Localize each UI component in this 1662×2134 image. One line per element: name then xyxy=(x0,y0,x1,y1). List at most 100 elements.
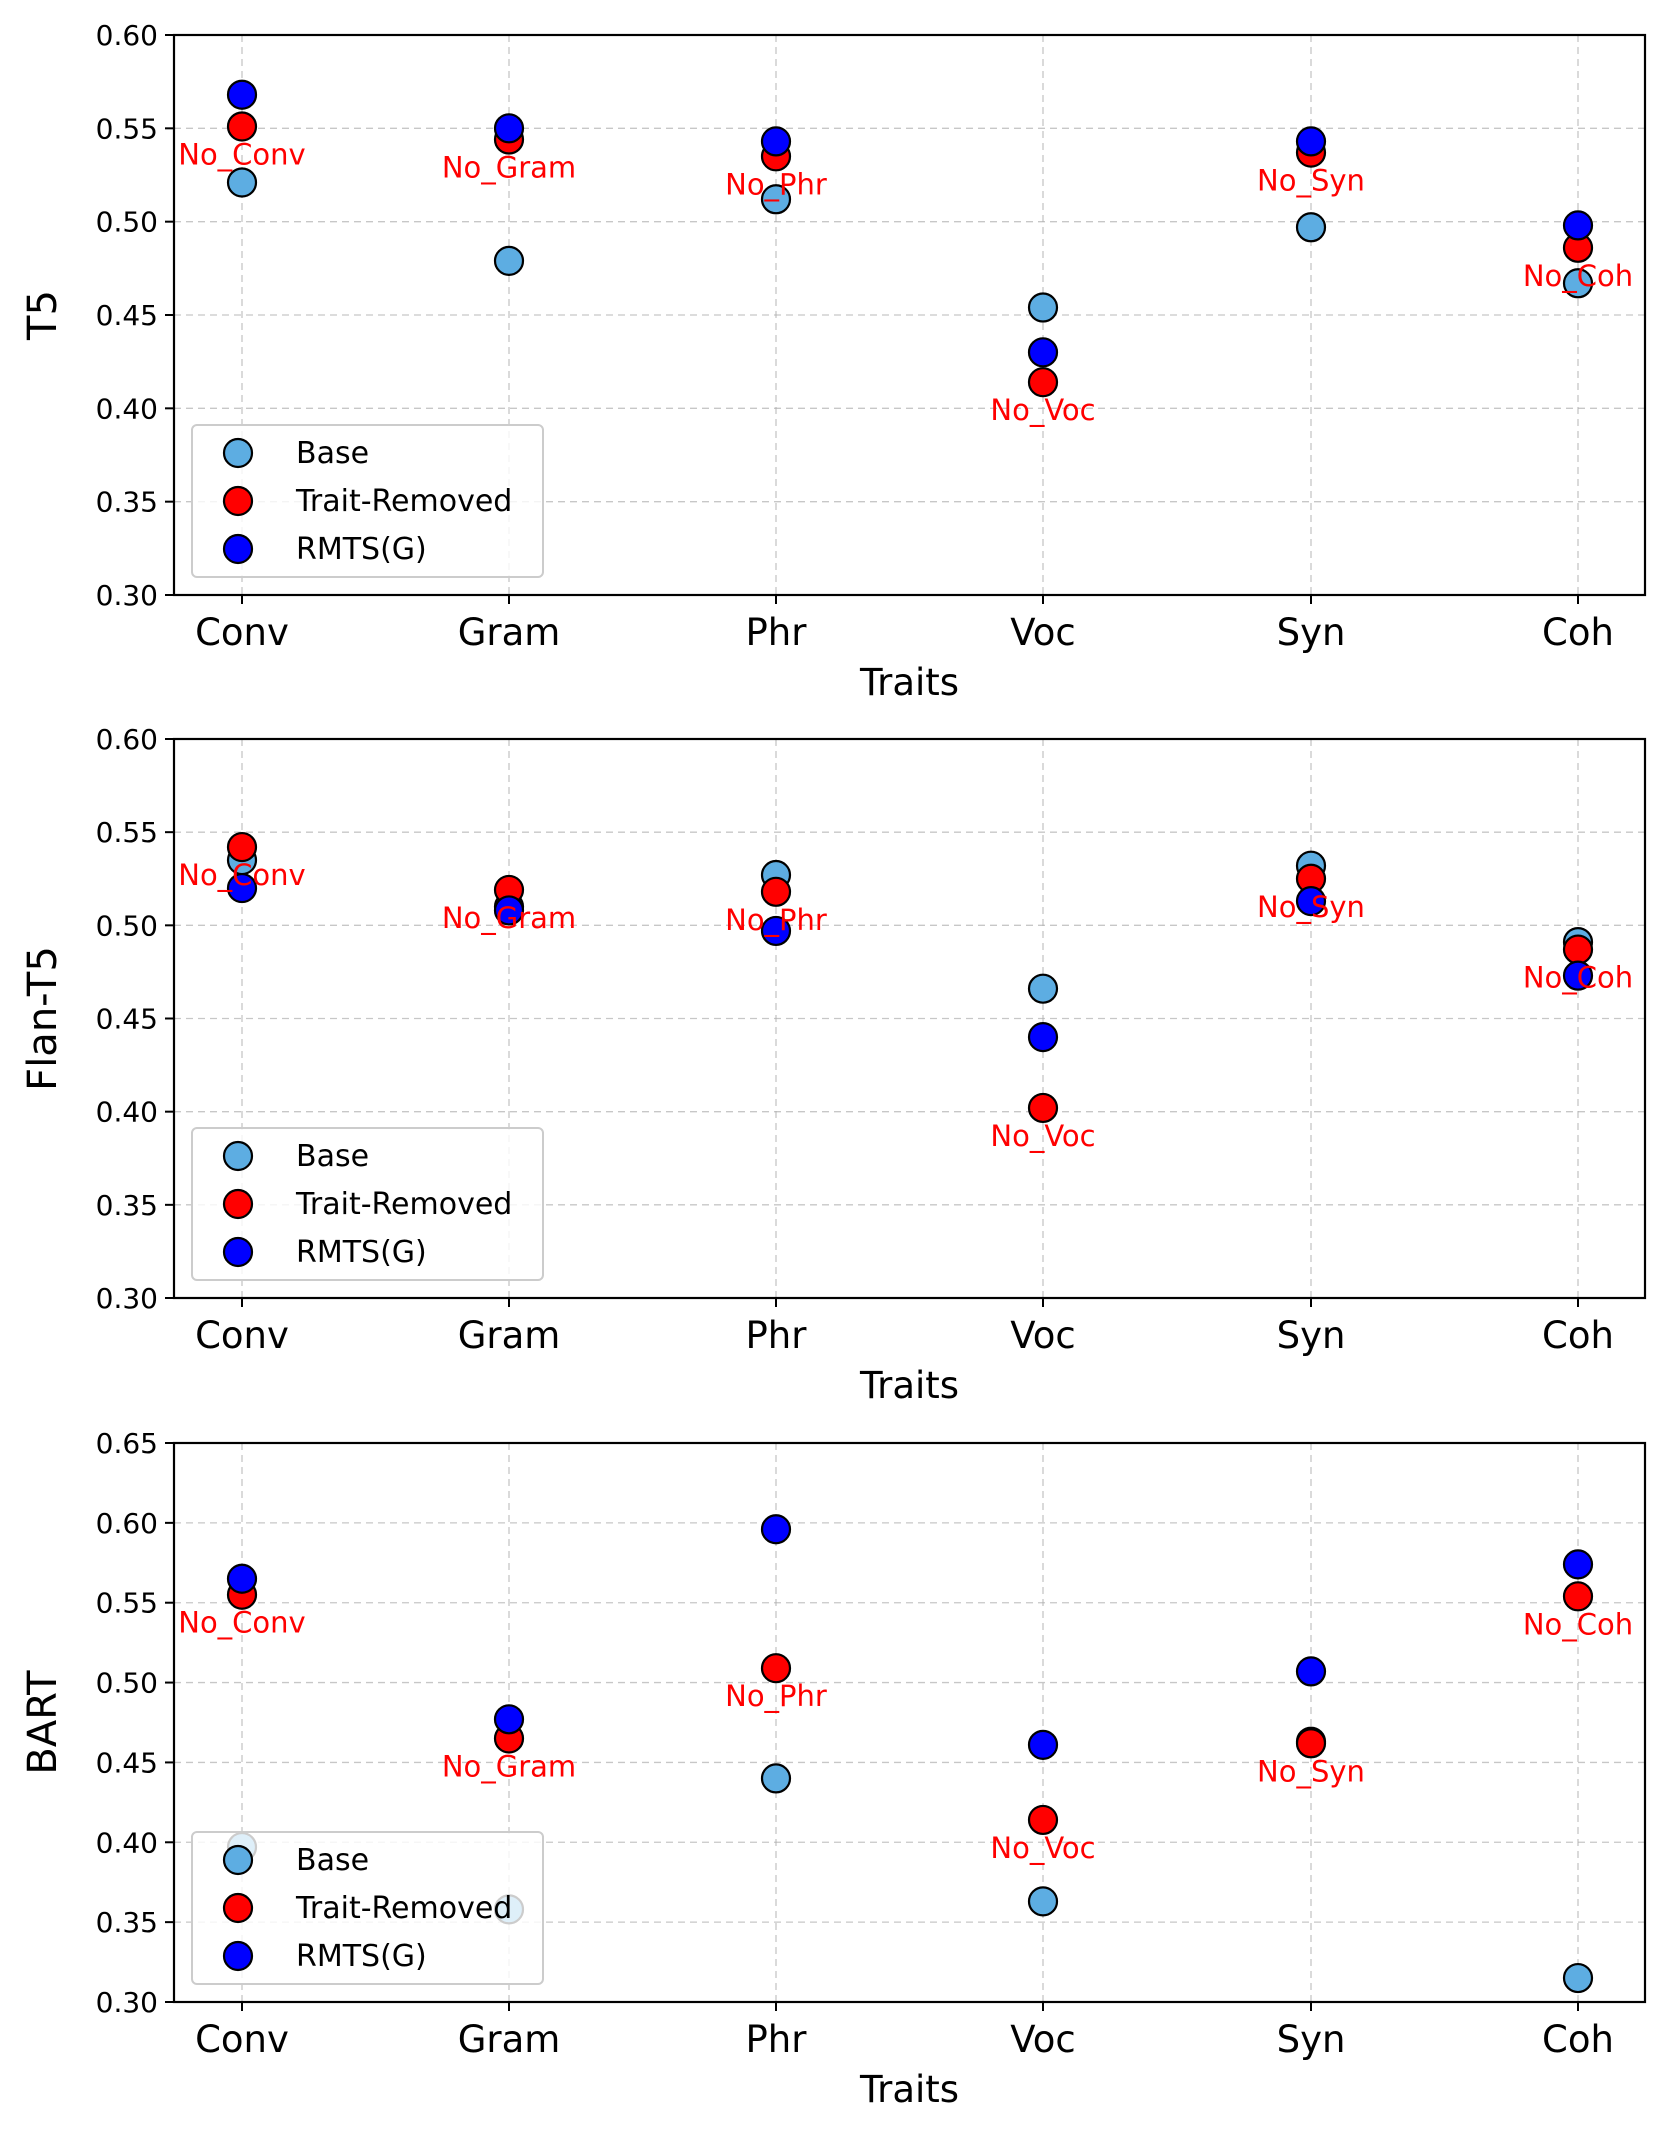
y-tick-label: 0.35 xyxy=(96,1906,158,1939)
annotation-label: No_Coh xyxy=(1523,961,1633,995)
marker-trait-removed-phr xyxy=(760,1653,792,1684)
y-tick-label: 0.45 xyxy=(96,1003,158,1036)
legend-label: RMTS(G) xyxy=(296,532,427,567)
legend-marker xyxy=(222,1188,254,1220)
x-tick-label: Phr xyxy=(746,611,808,654)
marker-base-voc xyxy=(1027,1886,1059,1917)
marker-trait-removed-voc xyxy=(1027,1804,1059,1836)
marker-rmts-g--syn xyxy=(1295,126,1327,157)
x-tick-label: Coh xyxy=(1542,611,1614,654)
plot-frame xyxy=(172,1441,1647,2004)
y-tick-label: 0.55 xyxy=(96,816,158,849)
annotation-label: No_Phr xyxy=(725,1679,827,1713)
x-axis-label: Traits xyxy=(859,2068,959,2111)
annotation-label: No_Syn xyxy=(1257,1754,1365,1788)
y-tick-label: 0.50 xyxy=(96,909,158,942)
y-axis-label: BART xyxy=(20,1670,66,1775)
marker-rmts-g--voc xyxy=(1027,337,1059,368)
marker-rmts-g--gram xyxy=(493,895,525,926)
annotation-label: No_Syn xyxy=(1257,164,1365,198)
annotation-label: No_Gram xyxy=(442,1749,576,1783)
x-tick-label: Coh xyxy=(1542,2018,1614,2061)
marker-trait-removed-voc xyxy=(1027,367,1059,398)
legend-marker xyxy=(222,437,254,469)
marker-base-voc xyxy=(1027,973,1059,1004)
x-tick-label: Syn xyxy=(1277,611,1346,654)
marker-rmts-g--phr xyxy=(760,915,792,947)
x-tick-label: Conv xyxy=(195,611,289,654)
annotation-label: No_Voc xyxy=(990,1119,1095,1153)
legend-label: Trait-Removed xyxy=(295,1891,512,1926)
legend-label: Trait-Removed xyxy=(295,484,512,519)
y-tick-label: 0.55 xyxy=(96,1587,158,1620)
marker-base-coh xyxy=(1562,1962,1594,1994)
marker-trait-removed-conv xyxy=(226,111,258,142)
x-axis-label: Traits xyxy=(859,661,959,704)
marker-base-conv xyxy=(226,167,258,198)
annotation-label: No_Coh xyxy=(1523,1607,1633,1641)
marker-rmts-g--phr xyxy=(760,1514,792,1545)
annotation-label: No_Conv xyxy=(178,858,305,892)
y-tick-label: 0.40 xyxy=(96,392,158,425)
x-tick-label: Phr xyxy=(746,1314,808,1357)
marker-base-voc xyxy=(1027,292,1059,323)
legend-box xyxy=(191,424,544,578)
marker-rmts-g--gram xyxy=(493,1704,525,1735)
chart-panel-3: No_Conv No_Gram No_Phr No_Voc No_Syn No_Coh 0.… xyxy=(20,1427,1647,2111)
marker-rmts-g--conv xyxy=(226,872,258,904)
legend-marker xyxy=(222,1140,254,1172)
y-axis-label: Flan-T5 xyxy=(20,946,66,1091)
marker-rmts-g--voc xyxy=(1027,1022,1059,1053)
y-tick-label: 0.30 xyxy=(96,1986,158,2019)
x-tick-label: Syn xyxy=(1277,1314,1346,1357)
y-tick-label: 0.50 xyxy=(96,1667,158,1700)
x-tick-label: Gram xyxy=(458,611,561,654)
legend-marker xyxy=(222,533,254,565)
marker-rmts-g--coh xyxy=(1562,210,1594,241)
x-tick-label: Voc xyxy=(1010,611,1075,654)
marker-rmts-g--coh xyxy=(1562,1549,1594,1580)
marker-base-phr xyxy=(760,184,792,215)
legend-box xyxy=(191,1127,544,1281)
marker-trait-removed-syn xyxy=(1295,1728,1327,1759)
marker-rmts-g--phr xyxy=(760,126,792,157)
y-tick-label: 0.35 xyxy=(96,1189,158,1222)
y-tick-label: 0.60 xyxy=(96,723,158,756)
marker-trait-removed-coh xyxy=(1562,1581,1594,1612)
annotation-label: No_Conv xyxy=(178,137,305,171)
marker-rmts-g--syn xyxy=(1295,886,1327,917)
y-tick-label: 0.60 xyxy=(96,1507,158,1540)
y-axis-label: T5 xyxy=(20,290,66,341)
y-tick-label: 0.35 xyxy=(96,486,158,519)
annotation-label: No_Coh xyxy=(1523,259,1633,293)
legend: Base Trait-Removed RMTS(G) xyxy=(191,1127,544,1281)
legend: Base Trait-Removed RMTS(G) xyxy=(191,1831,544,1985)
marker-rmts-g--coh xyxy=(1562,960,1594,991)
x-axis-label: Traits xyxy=(859,1364,959,1407)
x-tick-label: Gram xyxy=(458,1314,561,1357)
annotation-label: No_Gram xyxy=(442,151,576,185)
annotation-label: No_Phr xyxy=(725,167,827,201)
legend-marker xyxy=(222,1940,254,1972)
legend-box xyxy=(191,1831,544,1985)
annotation-label: No_Conv xyxy=(178,1606,305,1640)
y-tick-label: 0.50 xyxy=(96,206,158,239)
legend-label: RMTS(G) xyxy=(296,1939,427,1974)
marker-base-coh xyxy=(1562,268,1594,299)
y-tick-label: 0.65 xyxy=(96,1427,158,1460)
y-tick-label: 0.40 xyxy=(96,1096,158,1129)
annotation-label: No_Gram xyxy=(442,901,576,935)
y-tick-label: 0.40 xyxy=(96,1826,158,1859)
chart-panel-1: No_Conv No_Gram No_Phr No_Voc No_Syn No_Coh 0.… xyxy=(20,19,1647,704)
legend-marker xyxy=(222,1236,254,1268)
x-tick-label: Voc xyxy=(1010,1314,1075,1357)
x-tick-label: Gram xyxy=(458,2018,561,2061)
marker-trait-removed-conv xyxy=(226,831,258,863)
legend-label: RMTS(G) xyxy=(296,1235,427,1270)
annotation-label: No_Syn xyxy=(1257,890,1365,924)
legend-label: Base xyxy=(296,1139,369,1174)
x-tick-label: Conv xyxy=(195,1314,289,1357)
y-tick-label: 0.55 xyxy=(96,112,158,145)
